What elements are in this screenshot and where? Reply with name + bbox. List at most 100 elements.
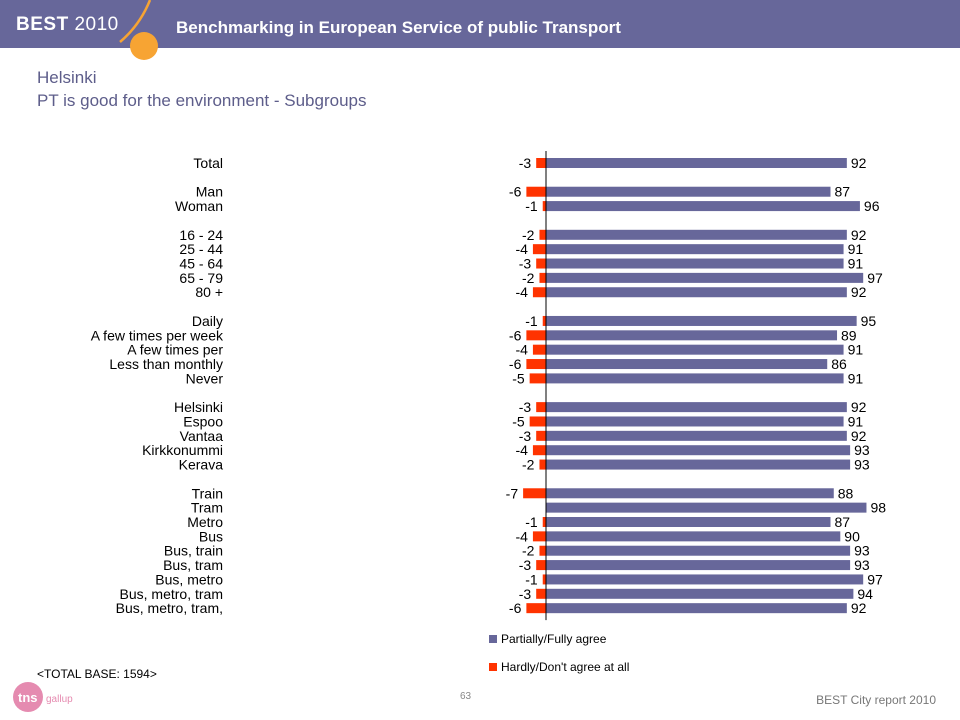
legend-swatch-agree (489, 635, 497, 643)
bar-disagree (529, 373, 546, 384)
data-label-agree: 92 (851, 155, 867, 171)
bar-disagree (542, 315, 546, 326)
bar-agree (546, 287, 847, 298)
data-label-disagree: -7 (506, 485, 519, 501)
category-label: 16 - 24 (179, 227, 223, 243)
data-label-agree: 93 (854, 557, 870, 573)
header-bar: BEST 2010 Benchmarking in European Servi… (0, 0, 960, 48)
bar-agree (546, 430, 847, 441)
data-label-agree: 92 (851, 428, 867, 444)
category-label: Bus, metro (155, 571, 223, 587)
bar-disagree (526, 186, 546, 197)
data-label-disagree: -3 (519, 399, 532, 415)
data-label-agree: 94 (857, 586, 873, 602)
bar-disagree (539, 545, 546, 556)
data-label-disagree: -3 (519, 586, 532, 602)
bar-agree (546, 201, 860, 212)
category-label: 25 - 44 (179, 241, 223, 257)
data-label-agree: 93 (854, 543, 870, 559)
category-label: Total (193, 155, 223, 171)
data-label-agree: 96 (864, 198, 880, 214)
bar-agree (546, 445, 851, 456)
bar-agree (546, 574, 864, 585)
data-label-agree: 97 (867, 270, 883, 286)
category-label: Man (196, 184, 223, 200)
bar-disagree (532, 531, 546, 542)
data-label-agree: 91 (848, 413, 864, 429)
legend-label-disagree: Hardly/Don't agree at all (501, 660, 630, 674)
bar-disagree (542, 517, 546, 527)
footer-report-name: BEST City report 2010 (816, 693, 936, 707)
bar-disagree (539, 229, 546, 240)
bar-agree (546, 588, 854, 599)
bar-disagree (526, 603, 546, 614)
bar-disagree (536, 158, 546, 168)
bar-disagree (542, 574, 546, 585)
category-label: Vantaa (180, 428, 224, 444)
bar-agree (546, 416, 844, 427)
data-label-disagree: -1 (525, 571, 538, 587)
bar-disagree (536, 402, 546, 413)
data-label-disagree: -3 (519, 557, 532, 573)
data-label-disagree: -3 (519, 155, 532, 171)
data-label-disagree: -1 (525, 313, 538, 329)
data-label-disagree: -6 (509, 356, 522, 372)
page-number: 63 (460, 691, 472, 702)
data-label-disagree: -2 (522, 270, 535, 286)
bar-agree (546, 459, 851, 470)
bar-agree (546, 229, 847, 240)
bar-agree (546, 344, 844, 355)
data-label-agree: 93 (854, 457, 870, 473)
bar-agree (546, 560, 851, 571)
data-label-agree: 92 (851, 227, 867, 243)
data-label-agree: 86 (831, 356, 847, 372)
category-label: Bus, tram (163, 557, 223, 573)
data-label-agree: 91 (848, 256, 864, 272)
data-label-disagree: -6 (509, 600, 522, 616)
data-label-disagree: -4 (515, 528, 528, 544)
data-label-disagree: -1 (525, 198, 538, 214)
data-label-disagree: -4 (515, 342, 528, 358)
bar-disagree (536, 258, 546, 269)
category-label: A few times per week (91, 327, 224, 343)
category-label: Bus, train (164, 543, 223, 559)
bar-agree (546, 373, 844, 384)
bar-agree (546, 330, 838, 341)
data-label-disagree: -4 (515, 241, 528, 257)
category-label: Bus (199, 528, 223, 544)
category-label: Bus, metro, tram, (116, 600, 223, 616)
legend-item-disagree: Hardly/Don't agree at all (489, 660, 629, 674)
bar-agree (546, 158, 847, 168)
bar-agree (546, 488, 834, 499)
page-title: Helsinki PT is good for the environment … (37, 66, 366, 112)
data-label-agree: 91 (848, 241, 864, 257)
bar-agree (546, 502, 867, 513)
category-label: 45 - 64 (179, 256, 223, 272)
category-label: Daily (192, 313, 223, 329)
category-label: Never (186, 370, 224, 386)
data-label-agree: 91 (848, 342, 864, 358)
total-base-note: <TOTAL BASE: 1594> (37, 667, 157, 681)
bar-disagree (532, 344, 546, 355)
data-label-disagree: -4 (515, 284, 528, 300)
bar-disagree (532, 287, 546, 298)
data-label-agree: 97 (867, 571, 883, 587)
bar-agree (546, 603, 847, 614)
data-label-disagree: -6 (509, 184, 522, 200)
category-label: Kirkkonummi (142, 442, 223, 458)
legend-swatch-disagree (489, 663, 497, 671)
category-label: A few times per (127, 342, 223, 358)
bar-disagree (536, 560, 546, 571)
category-label: Tram (191, 500, 223, 516)
data-label-disagree: -1 (525, 514, 538, 530)
data-label-disagree: -2 (522, 543, 535, 559)
data-label-disagree: -3 (519, 256, 532, 272)
bar-disagree (539, 272, 546, 283)
data-label-disagree: -3 (519, 428, 532, 444)
category-label: Metro (187, 514, 223, 530)
bar-disagree (532, 244, 546, 255)
category-label: 65 - 79 (179, 270, 223, 286)
bar-agree (546, 402, 847, 413)
category-label: Woman (175, 198, 223, 214)
